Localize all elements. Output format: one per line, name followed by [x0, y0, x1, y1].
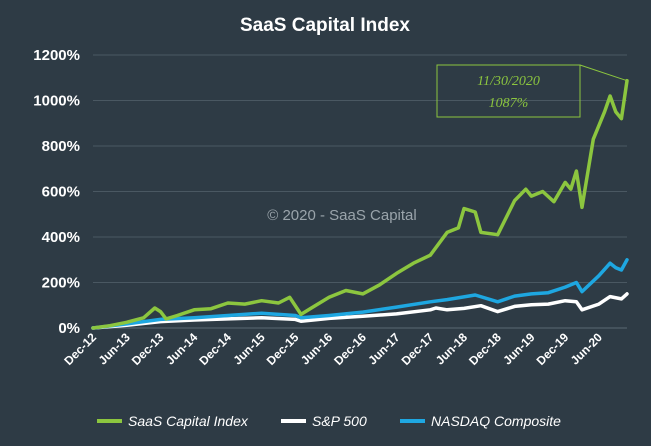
- gridlines: [93, 54, 627, 329]
- series-lines: [91, 78, 629, 330]
- callout-box: [436, 64, 581, 118]
- y-tick-label: 400%: [42, 229, 80, 246]
- legend-label: S&P 500: [312, 413, 367, 429]
- watermark: © 2020 - SaaS Capital: [267, 207, 416, 224]
- callout-date: 11/30/2020: [477, 74, 540, 89]
- legend: SaaS Capital Index S&P 500 NASDAQ Composit…: [97, 413, 561, 429]
- legend-label: SaaS Capital Index: [128, 413, 249, 429]
- series-line-s-p-500: [91, 292, 629, 330]
- chart-title: SaaS Capital Index: [240, 15, 410, 36]
- legend-label: NASDAQ Composite: [431, 413, 561, 429]
- y-tick-label: 0%: [58, 320, 80, 337]
- y-axis-ticks: 0% 200% 400% 600% 800% 1000% 1200%: [33, 47, 80, 337]
- callout: 11/30/2020 1087%: [436, 64, 628, 118]
- series-line-nasdaq-composite: [91, 258, 629, 330]
- y-tick-label: 1000%: [33, 93, 80, 110]
- series-line-saas-capital-index: [91, 78, 629, 330]
- y-tick-label: 200%: [42, 275, 80, 292]
- callout-value: 1087%: [489, 96, 529, 111]
- callout-leader-line: [579, 64, 628, 82]
- y-tick-label: 1200%: [33, 47, 80, 64]
- y-tick-label: 800%: [42, 138, 80, 155]
- y-tick-label: 600%: [42, 184, 80, 201]
